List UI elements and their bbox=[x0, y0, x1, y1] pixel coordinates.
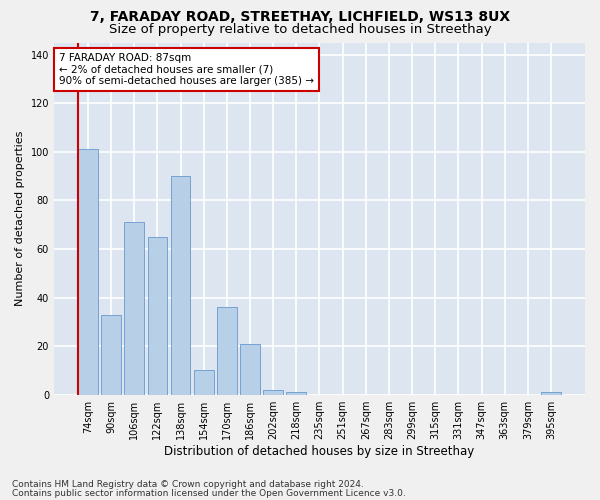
Bar bbox=[286, 392, 306, 394]
Text: Size of property relative to detached houses in Streethay: Size of property relative to detached ho… bbox=[109, 22, 491, 36]
Bar bbox=[78, 150, 98, 394]
Bar bbox=[124, 222, 144, 394]
Bar bbox=[170, 176, 190, 394]
Text: 7 FARADAY ROAD: 87sqm
← 2% of detached houses are smaller (7)
90% of semi-detach: 7 FARADAY ROAD: 87sqm ← 2% of detached h… bbox=[59, 53, 314, 86]
Text: 7, FARADAY ROAD, STREETHAY, LICHFIELD, WS13 8UX: 7, FARADAY ROAD, STREETHAY, LICHFIELD, W… bbox=[90, 10, 510, 24]
Y-axis label: Number of detached properties: Number of detached properties bbox=[15, 131, 25, 306]
Text: Contains public sector information licensed under the Open Government Licence v3: Contains public sector information licen… bbox=[12, 488, 406, 498]
Bar bbox=[240, 344, 260, 394]
Bar bbox=[217, 308, 236, 394]
Bar bbox=[194, 370, 214, 394]
X-axis label: Distribution of detached houses by size in Streethay: Distribution of detached houses by size … bbox=[164, 444, 475, 458]
Bar bbox=[101, 314, 121, 394]
Bar bbox=[148, 237, 167, 394]
Bar bbox=[541, 392, 561, 394]
Bar bbox=[263, 390, 283, 394]
Text: Contains HM Land Registry data © Crown copyright and database right 2024.: Contains HM Land Registry data © Crown c… bbox=[12, 480, 364, 489]
